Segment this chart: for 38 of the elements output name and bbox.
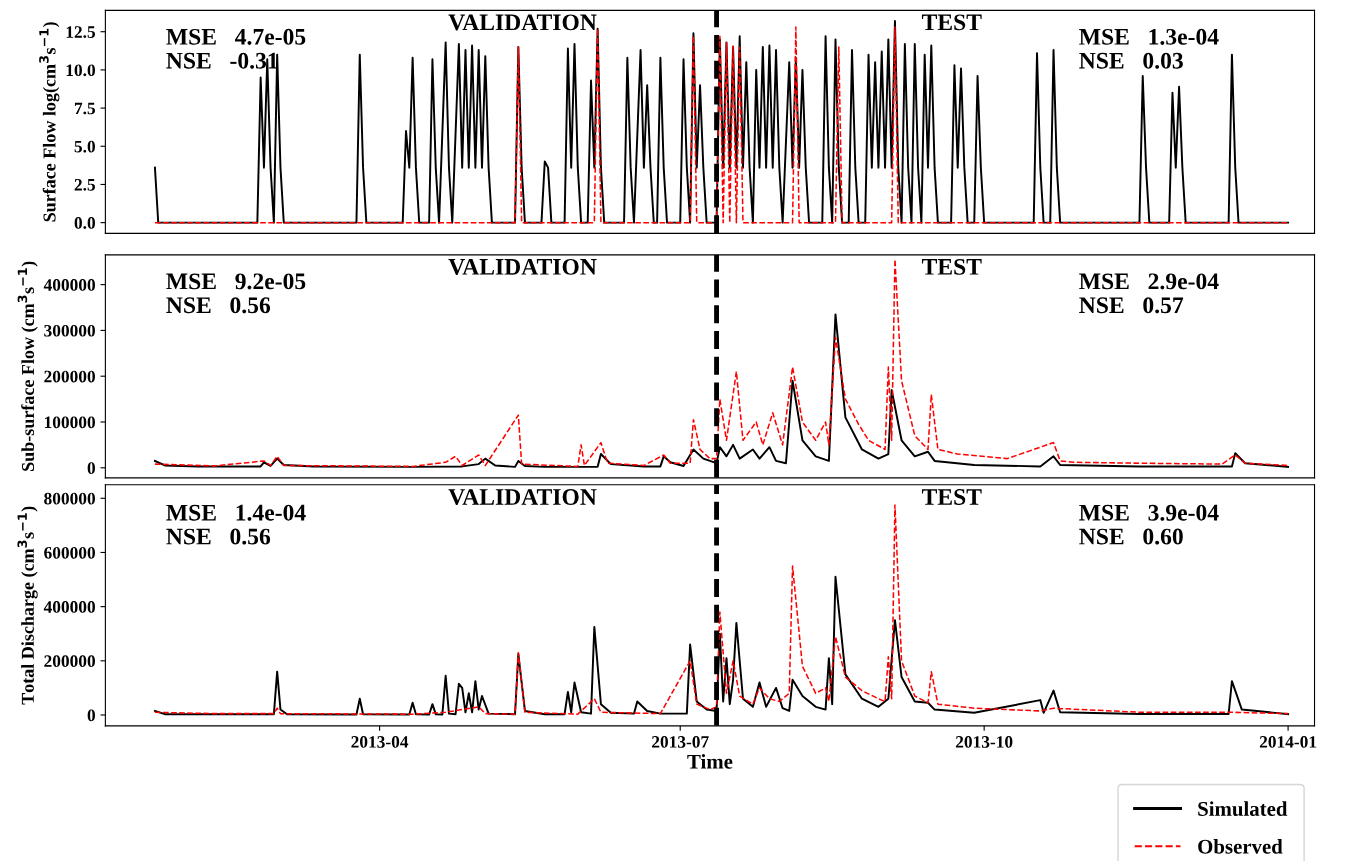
y-tick-label: 10.0 <box>66 64 95 77</box>
legend-label: Observed <box>1198 839 1283 854</box>
y-tick-label: 600000 <box>44 546 95 559</box>
y-tick-label: 5.0 <box>74 140 95 153</box>
x-axis-title: Time <box>687 754 733 769</box>
y-tick-label: 0 <box>87 462 95 474</box>
y-tick-label: 12.5 <box>66 26 96 38</box>
annotation: VALIDATION <box>448 489 597 506</box>
x-tick-label: 2014-01 <box>1259 736 1317 748</box>
y-tick-label: 800000 <box>44 492 95 505</box>
annotation: MSE 2.9e-04 NSE 0.57 <box>1079 273 1219 314</box>
y-axis-title: Surface Flow log(cm$^{3}$s$^{−1}$) <box>39 22 60 222</box>
y-tick-label: 7.5 <box>74 102 96 115</box>
annotation: MSE 1.3e-04 NSE 0.03 <box>1079 28 1219 69</box>
annotation: MSE 4.7e-05 NSE -0.31 <box>166 28 306 69</box>
annotation: MSE 3.9e-04 NSE 0.60 <box>1079 504 1219 545</box>
annotation: TEST <box>921 14 982 31</box>
y-tick-label: 200000 <box>44 370 95 383</box>
y-tick-label: 300000 <box>44 324 95 337</box>
y-tick-label: 400000 <box>43 601 95 613</box>
annotation: MSE 9.2e-05 NSE 0.56 <box>166 273 306 314</box>
annotation: VALIDATION <box>448 258 597 275</box>
annotation: TEST <box>921 258 982 275</box>
y-tick-label: 200000 <box>44 655 95 668</box>
annotation: VALIDATION <box>448 14 597 31</box>
y-axis-title: Sub-surface Flow (cm$^{3}$s$^{−1}$) <box>17 261 38 471</box>
annotation: TEST <box>921 489 982 505</box>
y-axis-title: Total Discharge (cm$^{3}$s$^{−1}$) <box>17 506 38 705</box>
x-tick-label: 2013-04 <box>351 736 409 748</box>
annotation: MSE 1.4e-04 NSE 0.56 <box>166 504 306 545</box>
legend-label: Simulated <box>1198 801 1288 816</box>
x-tick-label: 2013-07 <box>652 736 709 748</box>
y-tick-label: 400000 <box>43 279 95 291</box>
x-tick-label: 2013-10 <box>955 736 1013 748</box>
y-tick-label: 0.0 <box>74 217 95 229</box>
y-tick-label: 2.5 <box>74 178 96 191</box>
y-tick-label: 0 <box>87 709 95 722</box>
y-tick-label: 100000 <box>44 416 95 429</box>
